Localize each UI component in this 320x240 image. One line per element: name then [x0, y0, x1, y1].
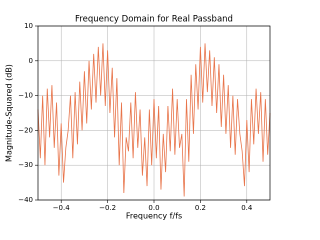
y-axis-label: Magnitude-Squared (dB) [5, 64, 14, 162]
x-tick-label: 0.4 [241, 204, 253, 212]
data-line [37, 43, 271, 197]
y-tick-label: 10 [24, 22, 33, 30]
x-tick-label: 0.2 [195, 204, 206, 212]
plot-frame [37, 25, 271, 201]
chart: Frequency Domain for Real Passband Frequ… [5, 15, 271, 221]
chart-title: Frequency Domain for Real Passband [75, 15, 233, 25]
x-tick-label: −0.4 [53, 204, 71, 212]
y-tick-label: −20 [18, 126, 33, 134]
y-tick-label: −10 [18, 92, 33, 100]
y-tick-label: −40 [18, 196, 33, 204]
y-tick-label: 0 [29, 57, 33, 65]
y-tick-label: −30 [18, 161, 33, 169]
x-tick-label: 0.0 [148, 204, 159, 212]
x-axis-label: Frequency f/fs [126, 212, 182, 221]
x-tick-label: −0.2 [99, 204, 116, 212]
